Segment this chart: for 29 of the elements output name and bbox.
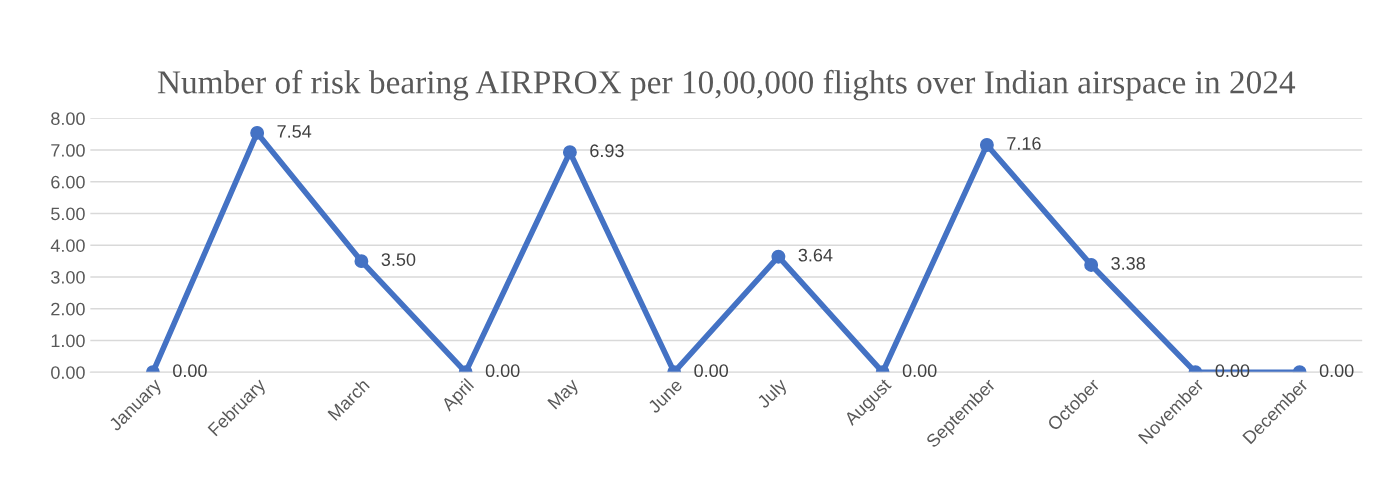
- data-label: 3.50: [381, 253, 416, 266]
- data-label: 0.00: [1319, 364, 1354, 378]
- y-tick-label: 4.00: [50, 239, 85, 252]
- point: [979, 138, 994, 152]
- y-tick-label: 7.00: [51, 143, 85, 157]
- y-tick-label: 5.00: [51, 207, 85, 221]
- data-label: 0.00: [173, 364, 207, 378]
- chart-title: Number of risk bearing AIRPROX per 10,00,000 flights over Indian airspace in 2024: [157, 69, 1296, 101]
- y-tick-label: 2.00: [51, 302, 85, 316]
- y-tick-label: 1.00: [51, 334, 85, 348]
- x-tick-label: July: [755, 377, 791, 412]
- data-label: 6.93: [590, 144, 624, 158]
- data-label: 7.54: [277, 125, 312, 138]
- data-label: 3.64: [798, 248, 833, 262]
- data-label: 3.38: [1111, 257, 1145, 270]
- y-tick-label: 8.00: [51, 112, 85, 126]
- point: [1084, 257, 1099, 272]
- x-tick-label: May: [547, 377, 582, 413]
- point: [771, 249, 786, 264]
- data-label: 0.00: [485, 364, 520, 378]
- point: [354, 254, 369, 269]
- point: [250, 125, 265, 140]
- y-tick-label: 0.00: [51, 366, 85, 379]
- y-tick-label: 6.00: [51, 175, 85, 189]
- y-tick-label: 3.00: [51, 270, 85, 284]
- data-label: 0.00: [902, 364, 937, 378]
- data-label: 7.16: [1007, 137, 1041, 150]
- point: [562, 145, 577, 160]
- data-label: 0.00: [694, 364, 729, 378]
